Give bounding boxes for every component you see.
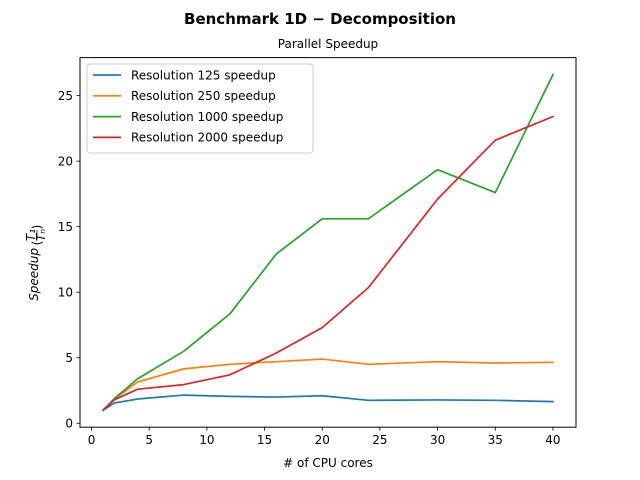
figure-suptitle: Benchmark 1D − Decomposition <box>184 10 456 28</box>
x-tick-label: 40 <box>545 433 560 447</box>
x-tick-label: 25 <box>372 433 387 447</box>
y-axis-label-close-paren: ) <box>30 225 44 230</box>
y-axis-label-numerator: T₁ <box>24 229 38 241</box>
chart-title: Parallel Speedup <box>278 37 378 51</box>
y-axis-label: Speedup ( T₁ Tₙ ) <box>24 225 48 301</box>
x-tick-label: 10 <box>199 433 214 447</box>
plot-frame <box>79 57 577 428</box>
legend-label: Resolution 125 speedup <box>131 68 276 82</box>
series-line-1 <box>101 394 554 412</box>
x-tick-label: 15 <box>257 433 272 447</box>
series-line-2 <box>101 358 554 412</box>
y-tick-label: 20 <box>58 154 73 168</box>
y-tick-label: 15 <box>58 220 73 234</box>
x-axis-label: # of CPU cores <box>283 456 373 470</box>
y-tick-label: 5 <box>65 351 73 365</box>
y-tick-label: 25 <box>58 89 73 103</box>
x-tick-label: 35 <box>488 433 503 447</box>
legend-label: Resolution 250 speedup <box>131 89 276 103</box>
chart-legend: Resolution 125 speedup Resolution 250 spe… <box>86 63 314 154</box>
y-tick-label: 0 <box>65 417 73 431</box>
legend-label: Resolution 2000 speedup <box>131 131 283 145</box>
x-tick-label: 20 <box>315 433 330 447</box>
x-tick-label: 5 <box>145 433 153 447</box>
series-line-4 <box>101 115 555 412</box>
x-axis-ticks: 0 5 10 15 20 25 30 35 40 <box>88 427 561 447</box>
x-tick-label: 0 <box>88 433 96 447</box>
y-axis-label-text: Speedup <box>27 248 41 301</box>
series-line-3 <box>101 73 555 412</box>
y-tick-label: 10 <box>58 286 73 300</box>
legend-label: Resolution 1000 speedup <box>131 110 283 124</box>
plot-lines <box>101 73 555 412</box>
x-tick-label: 30 <box>430 433 445 447</box>
y-axis-label-denominator: Tₙ <box>34 229 48 241</box>
y-axis-ticks: 0 5 10 15 20 25 <box>58 89 80 431</box>
legend-frame <box>86 63 314 154</box>
y-axis-label-open-paren: ( <box>30 241 44 246</box>
